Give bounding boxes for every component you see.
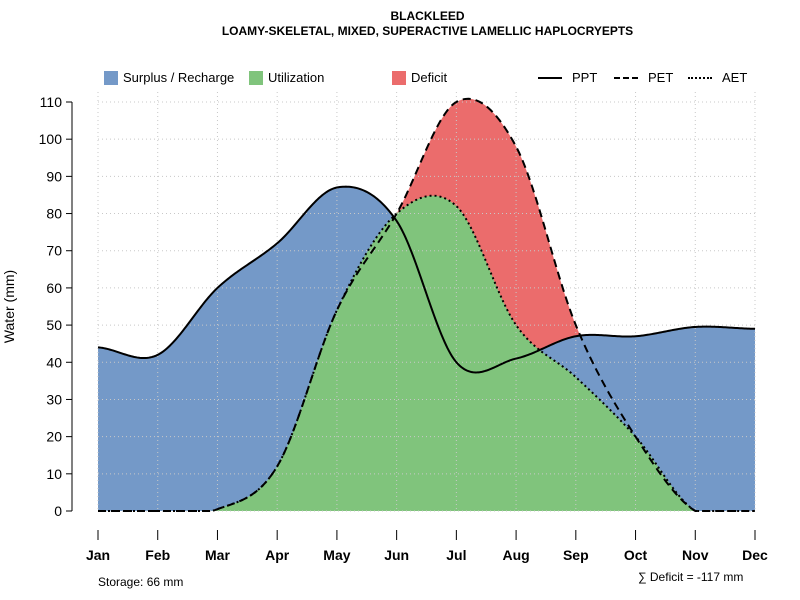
grid-lines: [97, 92, 756, 512]
y-axis-label: Water (mm): [1, 270, 17, 343]
legend-ppt-line: [538, 76, 562, 79]
x-tick-label-dec: Dec: [742, 547, 768, 563]
legend-utilization-label: Utilization: [268, 70, 325, 85]
x-tick-label-apr: Apr: [265, 547, 290, 563]
legend-pet-label: PET: [648, 70, 674, 85]
y-tick-label-2: 20: [46, 429, 62, 445]
x-tick-label-nov: Nov: [682, 547, 709, 563]
legend-ppt-label: PPT: [572, 70, 598, 85]
legend-surplus-swatch: [104, 70, 118, 85]
legend-ppt: PPT: [538, 70, 597, 85]
axes: 0 10 20 30 40 50 60 70 80 90 100 110 Water (mm) Jan Fe…: [1, 94, 768, 563]
legend-aet: AET: [688, 70, 747, 85]
area-fills: [98, 98, 755, 512]
legend-pet: PET: [614, 70, 673, 85]
legend-aet-label: AET: [722, 70, 748, 85]
y-tick-label-10: 100: [39, 131, 63, 147]
utilization-area: [98, 195, 755, 511]
y-tick-label-3: 30: [46, 391, 62, 407]
y-tick-label-6: 60: [46, 280, 62, 296]
legend-deficit-label: Deficit: [411, 70, 448, 85]
y-tick-label-0: 0: [54, 503, 62, 519]
y-tick-label-8: 80: [46, 206, 62, 222]
x-tick-label-may: May: [323, 547, 350, 563]
y-tick-label-5: 50: [46, 317, 62, 333]
series-line-ppt: [97, 185, 756, 374]
legend-utilization: Utilization: [249, 70, 324, 85]
series-lines: [97, 97, 756, 512]
storage-annotation: Storage: 66 mm: [98, 575, 184, 589]
y-tick-label-4: 40: [46, 354, 62, 370]
legend-surplus-label: Surplus / Recharge: [123, 70, 235, 85]
chart-title: BLACKLEED: [390, 9, 465, 23]
series-line-aet: [98, 194, 755, 512]
chart-subtitle: LOAMY-SKELETAL, MIXED, SUPERACTIVE LAMEL…: [221, 24, 634, 38]
x-tick-label-feb: Feb: [145, 547, 170, 563]
x-tick-label-jun: Jun: [384, 547, 409, 563]
x-tick-label-jan: Jan: [86, 547, 110, 563]
y-tick-label-7: 70: [46, 243, 62, 259]
legend-utilization-swatch: [249, 70, 263, 85]
x-tick-label-mar: Mar: [205, 547, 230, 563]
x-tick-label-sep: Sep: [563, 547, 589, 563]
x-tick-label-jul: Jul: [446, 547, 466, 563]
legend-surplus: Surplus / Recharge: [104, 70, 234, 85]
y-tick-label-11: 110: [40, 94, 63, 110]
legend-pet-line: [614, 76, 638, 79]
legend-deficit-swatch: [392, 70, 406, 85]
y-tick-label-1: 10: [46, 466, 62, 482]
x-tick-label-oct: Oct: [624, 547, 648, 563]
legend-aet-line: [688, 76, 712, 79]
series-line-pet: [98, 97, 755, 512]
deficit-annotation: ∑ Deficit = -117 mm: [638, 570, 744, 584]
x-tick-label-aug: Aug: [502, 547, 529, 563]
y-tick-label-9: 90: [46, 168, 62, 184]
legend-deficit: Deficit: [392, 70, 447, 85]
